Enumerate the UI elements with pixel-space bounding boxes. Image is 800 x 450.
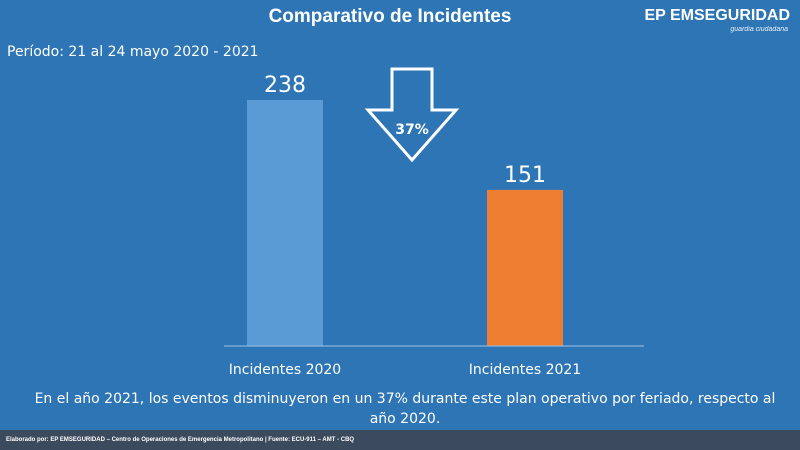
footer-credits: Elaborado por: EP EMSEGURIDAD – Centro d… xyxy=(0,430,800,450)
chart-title: Comparativo de Incidentes xyxy=(268,6,512,27)
bar-1 xyxy=(247,100,323,346)
brand-logo: EP EMSEGURIDAD guardia ciudadana xyxy=(644,7,790,34)
summary-note: En el año 2021, los eventos disminuyeron… xyxy=(34,391,776,427)
bar-value-label: 238 xyxy=(264,73,306,98)
period-label: Período: 21 al 24 mayo 2020 - 2021 xyxy=(7,44,259,60)
category-label: Incidentes 2021 xyxy=(469,362,581,378)
down-arrow-icon: 37% xyxy=(364,67,460,163)
brand-name: EP EMSEGURIDAD xyxy=(644,7,790,24)
change-percent-label: 37% xyxy=(395,122,429,138)
category-label: Incidentes 2020 xyxy=(229,362,341,378)
brand-tagline: guardia ciudadana xyxy=(730,26,788,33)
bar-value-label: 151 xyxy=(504,163,546,188)
decrease-arrow-shape xyxy=(364,67,460,163)
bar-2 xyxy=(487,189,563,346)
